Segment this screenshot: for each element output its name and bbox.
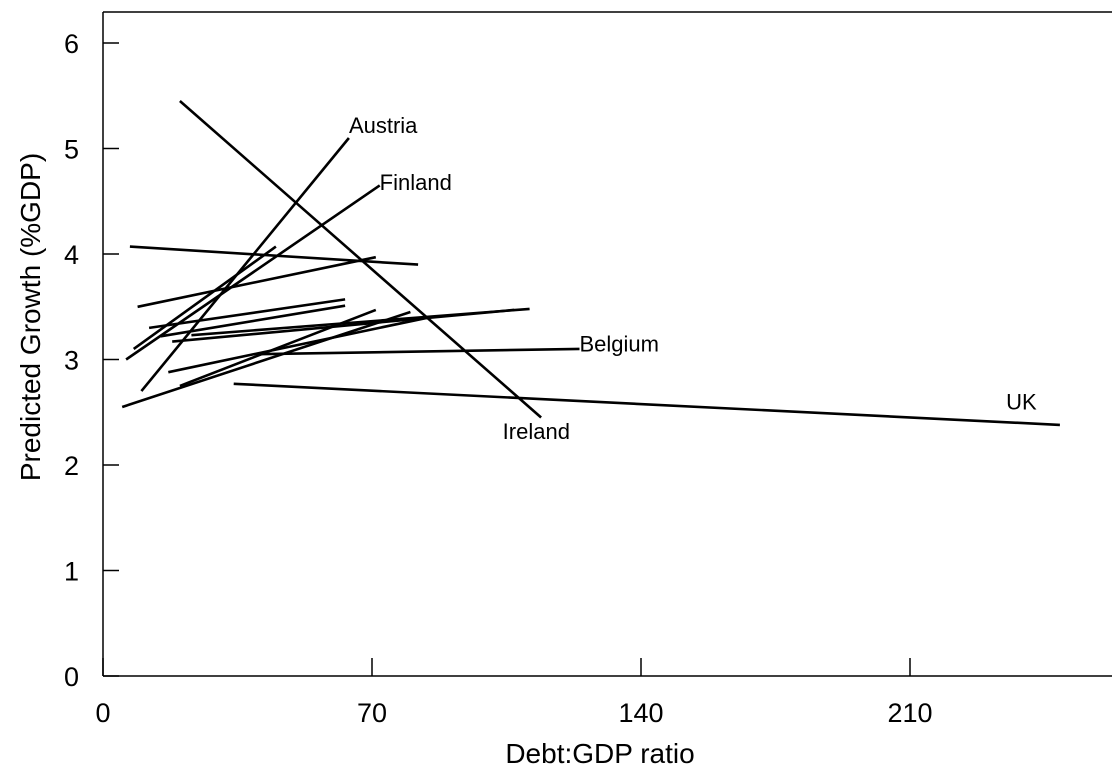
annotation-uk: UK xyxy=(1006,390,1037,415)
annotation-finland: Finland xyxy=(380,170,452,195)
series-line xyxy=(168,316,430,374)
x-tick-label: 140 xyxy=(618,698,663,728)
x-tick-label: 70 xyxy=(357,698,387,728)
y-tick-label: 5 xyxy=(64,135,79,165)
x-axis-title: Debt:GDP ratio xyxy=(505,738,694,769)
annotation-ireland: Ireland xyxy=(503,419,570,444)
annotations-group: Austria Finland Ireland Belgium UK xyxy=(349,113,1037,444)
series-line xyxy=(137,255,377,309)
y-tick-label: 6 xyxy=(64,29,79,59)
series-line xyxy=(129,245,419,266)
x-tick-label: 0 xyxy=(95,698,110,728)
annotation-austria: Austria xyxy=(349,113,418,138)
annotation-belgium: Belgium xyxy=(580,332,659,357)
x-tick-label: 210 xyxy=(887,698,932,728)
y-axis-title: Predicted Growth (%GDP) xyxy=(15,153,46,481)
series-line-finland xyxy=(125,184,381,361)
series-group xyxy=(121,100,1060,427)
series-line xyxy=(148,298,346,330)
series-line xyxy=(121,310,411,409)
y-tick-label: 2 xyxy=(64,451,79,481)
axes: 0 1 2 3 4 5 6 0 70 140 210 xyxy=(64,11,1112,728)
series-line xyxy=(179,308,377,388)
series-line-austria xyxy=(140,137,350,392)
series-line xyxy=(132,245,277,350)
series-line-belgium xyxy=(256,347,580,356)
y-tick-label: 4 xyxy=(64,240,79,270)
y-tick-label: 3 xyxy=(64,346,79,376)
series-line xyxy=(191,307,530,337)
series-line xyxy=(160,304,346,338)
y-tick-label: 0 xyxy=(64,662,79,692)
series-line-uk xyxy=(233,382,1060,427)
y-tick-label: 1 xyxy=(64,557,79,587)
